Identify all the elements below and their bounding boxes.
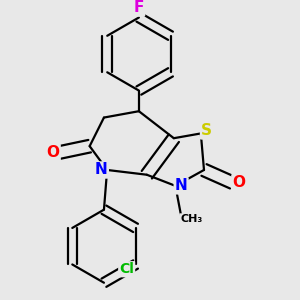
Text: N: N xyxy=(95,163,108,178)
Text: S: S xyxy=(201,123,212,138)
Text: Cl: Cl xyxy=(119,262,134,276)
Text: F: F xyxy=(134,1,144,16)
Text: N: N xyxy=(175,178,188,194)
Text: O: O xyxy=(232,175,245,190)
Text: CH₃: CH₃ xyxy=(180,214,202,224)
Text: O: O xyxy=(46,145,60,160)
